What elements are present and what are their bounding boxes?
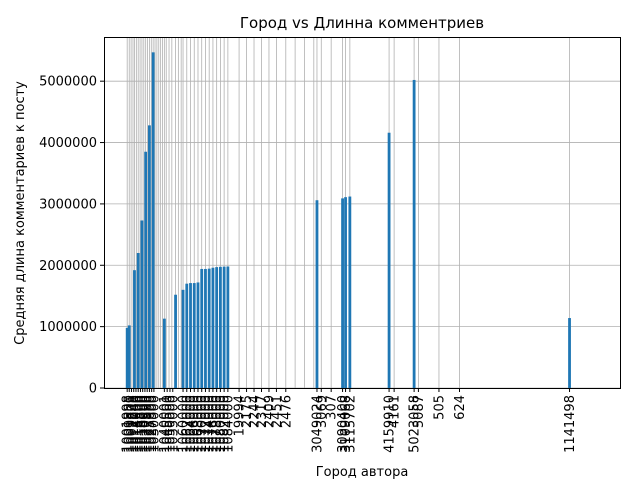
x-tick-label: 1015500 xyxy=(132,395,147,453)
bar xyxy=(148,125,151,388)
bar-layer xyxy=(125,52,571,389)
bar xyxy=(207,268,211,388)
x-tick-label: 1076000 xyxy=(206,395,221,453)
plot-frame xyxy=(104,37,621,389)
x-tick-label: 624 xyxy=(453,395,468,420)
x-tick-label: 1009801 xyxy=(125,395,140,453)
x-tick-label: 3109068 xyxy=(339,395,354,453)
bar xyxy=(174,294,177,388)
x-tick-label: 19994 xyxy=(233,395,248,436)
y-tick-label: 4000000 xyxy=(39,136,97,151)
x-tick-label: 1011240 xyxy=(127,395,142,453)
bar xyxy=(189,283,192,388)
y-tick-label: 0 xyxy=(89,382,97,397)
bar xyxy=(200,268,204,388)
x-tick-label: 2175 xyxy=(240,395,255,428)
x-tick-label: 1050000 xyxy=(163,395,178,453)
x-tick-label: 1074000 xyxy=(203,395,218,453)
x-tick-label: 2409 xyxy=(262,395,277,428)
x-tick-label: 4159910 xyxy=(383,395,398,453)
bar xyxy=(127,325,131,388)
x-tick-label: 1084000 xyxy=(221,395,236,453)
y-tick-label: 5000000 xyxy=(39,75,97,90)
x-tick-label: 3069 xyxy=(315,395,330,428)
y-axis-label: Средняя длина комментариев к посту xyxy=(13,81,28,345)
x-tick-label: 1080000 xyxy=(214,395,229,453)
x-axis: 1001998100980010098011011240101400010155… xyxy=(121,388,578,453)
bar xyxy=(219,266,222,388)
x-tick-label: 307 xyxy=(325,395,340,420)
x-tick-label: 2451 xyxy=(270,395,285,428)
x-tick-label: 1040001 xyxy=(158,395,173,453)
x-tick-label: 1001998 xyxy=(121,395,136,453)
bar xyxy=(344,197,347,388)
x-tick-label: 1062000 xyxy=(180,395,195,453)
bar xyxy=(412,79,416,389)
x-tick-label: 1068000 xyxy=(191,395,206,453)
bar xyxy=(136,253,140,388)
x-tick-label: 3049024 xyxy=(310,395,325,453)
y-axis: 0 1000000 2000000 3000000 4000000 5000000 xyxy=(39,75,104,397)
x-tick-label: 2244 xyxy=(248,395,263,428)
x-tick-label: 1020500 xyxy=(138,395,153,453)
x-tick-label: 5087 xyxy=(412,395,427,428)
bar xyxy=(133,270,136,388)
x-tick-label: 1018000 xyxy=(136,395,151,453)
bar xyxy=(348,196,352,388)
y-tick-label: 2000000 xyxy=(39,259,97,274)
bar xyxy=(387,132,391,388)
x-tick-label: 1055000 xyxy=(166,395,181,453)
x-tick-label: 1025000 xyxy=(143,395,158,453)
bar xyxy=(215,267,219,388)
x-tick-label: 4161 xyxy=(388,395,403,428)
x-tick-label: 3090400 xyxy=(336,395,351,453)
chart-title: Город vs Длинна комментриев xyxy=(240,14,484,32)
bar xyxy=(151,52,155,388)
bar xyxy=(185,283,189,388)
x-tick-label: 1014000 xyxy=(129,395,144,453)
bar xyxy=(204,268,207,388)
x-tick-label: 1060000 xyxy=(177,395,192,453)
bar xyxy=(162,318,166,388)
x-tick-label: 1027500 xyxy=(145,395,160,453)
bar xyxy=(125,327,129,388)
bar xyxy=(568,318,571,388)
bar xyxy=(226,266,230,388)
bar xyxy=(211,267,215,388)
bar xyxy=(192,283,196,388)
x-tick-label: 1022990 xyxy=(141,395,156,453)
x-tick-label: 1082000 xyxy=(218,395,233,453)
x-tick-label: 1072000 xyxy=(199,395,214,453)
y-tick-label: 3000000 xyxy=(39,197,97,212)
x-tick-label: 1078000 xyxy=(210,395,225,453)
bar xyxy=(315,200,319,388)
x-tick-label: 505 xyxy=(432,395,447,420)
x-tick-label: 1070000 xyxy=(195,395,210,453)
x-tick-label: 1066000 xyxy=(188,395,203,453)
bar xyxy=(140,220,144,388)
bar xyxy=(181,289,185,388)
x-tick-label: 1016800 xyxy=(134,395,149,453)
x-tick-label: 3115702 xyxy=(343,395,358,453)
bar xyxy=(222,266,226,388)
bar xyxy=(341,198,344,388)
x-tick-label: 1030000 xyxy=(147,395,162,453)
x-tick-label: 1141498 xyxy=(563,395,578,453)
y-tick-label: 1000000 xyxy=(39,320,97,335)
x-tick-label: 1064000 xyxy=(184,395,199,453)
x-tick-label: 2476 xyxy=(279,395,294,428)
x-axis-label: Город автора xyxy=(316,465,409,480)
x-tick-label: 2317 xyxy=(255,395,270,428)
bar xyxy=(196,282,200,388)
x-tick-label: 1009800 xyxy=(123,395,138,453)
bar xyxy=(144,151,148,388)
x-tick-label: 5023058 xyxy=(408,395,423,453)
x-tick-label: 1045500 xyxy=(161,395,176,453)
